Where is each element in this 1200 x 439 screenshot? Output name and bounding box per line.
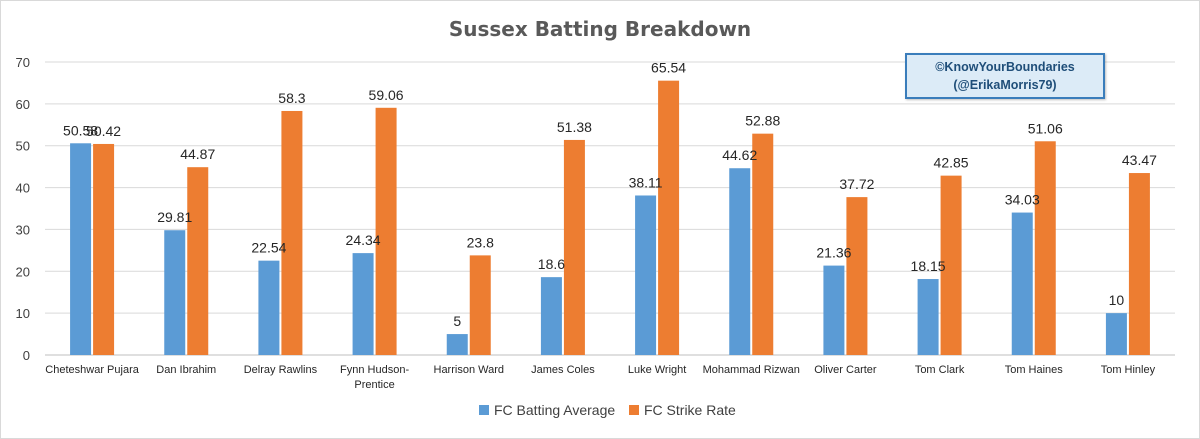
data-label: 34.03: [1005, 192, 1040, 208]
x-tick-label-line: Prentice: [354, 379, 394, 391]
bar-strike-rate: [469, 255, 491, 355]
watermark-box: ©KnowYourBoundaries (@ErikaMorris79): [905, 53, 1105, 99]
data-label: 59.06: [369, 87, 404, 103]
data-label: 44.87: [180, 146, 215, 162]
watermark-line-1: ©KnowYourBoundaries: [935, 60, 1075, 74]
bar-batting-average: [540, 277, 562, 355]
legend-swatch-batting-average: [479, 405, 489, 415]
y-tick-label: 70: [16, 55, 30, 70]
x-tick-label: Dan Ibrahim: [156, 364, 216, 376]
y-tick-label: 0: [23, 348, 30, 363]
bar-strike-rate: [1034, 141, 1056, 355]
data-label: 18.6: [538, 256, 565, 272]
data-label: 22.54: [251, 240, 286, 256]
data-label: 21.36: [816, 245, 851, 261]
bar-strike-rate: [1128, 173, 1150, 355]
bar-strike-rate: [752, 133, 774, 355]
data-label: 44.62: [722, 147, 757, 163]
data-label: 37.72: [839, 176, 874, 192]
data-label: 24.34: [346, 232, 381, 248]
data-label: 29.81: [157, 209, 192, 225]
data-label: 51.38: [557, 119, 592, 135]
bars: [70, 80, 1150, 356]
y-tick-label: 10: [16, 306, 30, 321]
x-tick-label: Oliver Carter: [814, 364, 877, 376]
chart-title: Sussex Batting Breakdown: [449, 17, 751, 41]
bar-batting-average: [1105, 313, 1127, 355]
y-tick-label: 30: [16, 222, 30, 237]
legend: FC Batting Average FC Strike Rate: [479, 402, 736, 418]
data-label: 18.15: [911, 258, 946, 274]
bar-batting-average: [446, 334, 468, 355]
data-label: 10: [1109, 292, 1125, 308]
data-label: 52.88: [745, 113, 780, 129]
x-tick-label: Fynn Hudson- Prentice: [340, 364, 409, 391]
bar-strike-rate: [187, 167, 209, 355]
bar-batting-average: [70, 143, 92, 355]
bar-strike-rate: [658, 80, 680, 356]
data-label: 43.47: [1122, 152, 1157, 168]
x-tick-label-line: Fynn Hudson-: [340, 364, 409, 376]
y-tick-label: 20: [16, 264, 30, 279]
bar-batting-average: [258, 260, 280, 355]
bar-batting-average: [352, 253, 374, 355]
legend-swatch-strike-rate: [629, 405, 639, 415]
data-label: 38.11: [629, 174, 663, 190]
data-label: 50.58: [63, 122, 98, 138]
bar-batting-average: [729, 168, 751, 355]
data-label: 42.85: [934, 155, 969, 171]
watermark-line-2: (@ErikaMorris79): [953, 78, 1057, 92]
y-axis: 0 10 20 30 40 50 60 70: [16, 55, 30, 363]
gridlines: [45, 61, 1175, 356]
y-tick-label: 60: [16, 97, 30, 112]
x-tick-label: James Coles: [531, 364, 595, 376]
x-tick-label: Tom Haines: [1005, 364, 1064, 376]
bar-batting-average: [164, 230, 186, 355]
legend-label-batting-average: FC Batting Average: [494, 402, 615, 418]
bar-batting-average: [823, 265, 845, 355]
data-label: 23.8: [467, 234, 494, 250]
x-tick-label: Delray Rawlins: [244, 364, 318, 376]
bar-strike-rate: [93, 143, 115, 355]
x-tick-label: Mohammad Rizwan: [703, 364, 800, 376]
data-label: 65.54: [651, 60, 686, 76]
x-tick-label: Tom Hinley: [1101, 364, 1156, 376]
bar-batting-average: [635, 195, 657, 355]
data-label: 51.06: [1028, 120, 1063, 136]
x-tick-label: Cheteshwar Pujara: [45, 364, 139, 376]
data-label: 5: [453, 313, 461, 329]
data-label: 58.3: [278, 90, 305, 106]
bar-strike-rate: [563, 139, 585, 355]
data-label: 50.42: [86, 123, 121, 139]
bar-strike-rate: [281, 110, 303, 355]
legend-label-strike-rate: FC Strike Rate: [644, 402, 736, 418]
y-tick-label: 40: [16, 181, 30, 196]
x-axis: Cheteshwar Pujara Dan Ibrahim Delray Rawli…: [45, 364, 1155, 391]
bar-strike-rate: [940, 175, 962, 355]
y-tick-label: 50: [16, 139, 30, 154]
x-tick-label: Luke Wright: [628, 364, 687, 376]
x-tick-label: Tom Clark: [915, 364, 965, 376]
bar-batting-average: [917, 279, 939, 355]
x-tick-label: Harrison Ward: [434, 364, 505, 376]
bar-batting-average: [1011, 212, 1033, 355]
bar-strike-rate: [846, 197, 868, 355]
bar-strike-rate: [375, 107, 397, 355]
